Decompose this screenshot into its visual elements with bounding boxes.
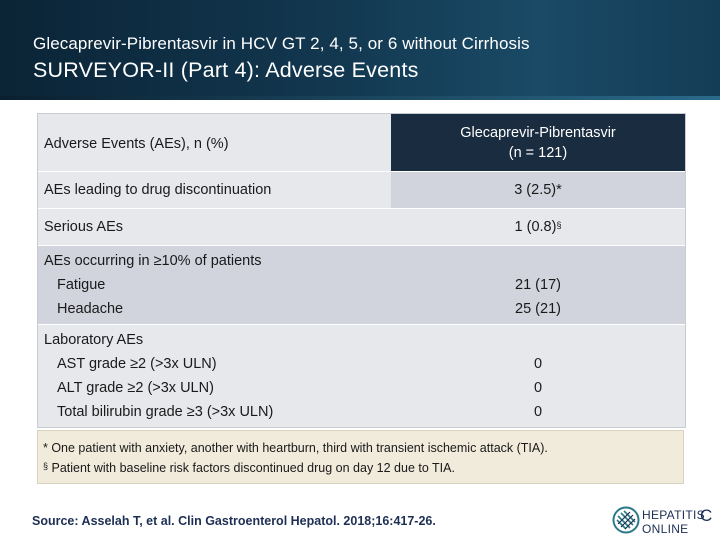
sub-row-value: 0 (533, 356, 543, 372)
logo-letter: C (700, 506, 713, 525)
table-header-right: Glecaprevir-Pibrentasvir (n = 121) (391, 114, 685, 171)
sub-row-label: ALT grade ≥2 (>3x ULN) (57, 380, 214, 396)
sub-row-label: Fatigue (57, 277, 106, 293)
sub-row-label: Headache (57, 301, 124, 317)
table-header-row: Adverse Events (AEs), n (%) Glecaprevir-… (38, 114, 685, 172)
logo-line-1: HEPATITIS (642, 508, 705, 522)
slide-title: SURVEYOR-II (Part 4): Adverse Events (33, 58, 419, 82)
table-header-left: Adverse Events (AEs), n (%) (38, 114, 391, 171)
sub-row-label: AST grade ≥2 (>3x ULN) (57, 356, 217, 372)
sub-row-value: 21 (17) (515, 277, 561, 293)
table-header-n: (n = 121) (508, 145, 568, 161)
table-row: AEs leading to drug discontinuation 3 (2… (38, 172, 685, 209)
row-label: AEs occurring in ≥10% of patients (44, 253, 262, 269)
row-label: AEs leading to drug discontinuation (44, 182, 272, 198)
adverse-events-table: Adverse Events (AEs), n (%) Glecaprevir-… (37, 113, 686, 428)
row-label: Laboratory AEs (44, 332, 144, 348)
table-row: AEs occurring in ≥10% of patients Fatigu… (38, 246, 685, 325)
row-value: 1 (0.8)§ (514, 219, 562, 235)
sub-row-value: 0 (533, 380, 543, 396)
footnote-1: * One patient with anxiety, another with… (43, 441, 548, 455)
footnotes-box: * One patient with anxiety, another with… (37, 430, 684, 484)
row-label: Serious AEs (44, 219, 123, 235)
hepatitis-c-online-logo-icon (612, 506, 640, 534)
sub-row-label: Total bilirubin grade ≥3 (>3x ULN) (57, 404, 274, 420)
footnote-2: § Patient with baseline risk factors dis… (43, 461, 455, 475)
table-row: Serious AEs 1 (0.8)§ (38, 209, 685, 246)
sub-row-value: 0 (533, 404, 543, 420)
source-citation: Source: Asselah T, et al. Clin Gastroent… (32, 514, 436, 528)
sub-row-value: 25 (21) (515, 301, 561, 317)
logo-line-2: ONLINE (642, 522, 689, 536)
slide-header: Glecaprevir-Pibrentasvir in HCV GT 2, 4,… (0, 0, 720, 100)
hepatitis-c-online-logo: HEPATITIS ONLINE C (612, 504, 716, 536)
table-header-left-label: Adverse Events (AEs), n (%) (44, 136, 229, 152)
table-row: Laboratory AEs AST grade ≥2 (>3x ULN) AL… (38, 325, 685, 427)
table-header-drug: Glecaprevir-Pibrentasvir (460, 125, 616, 141)
slide-subtitle: Glecaprevir-Pibrentasvir in HCV GT 2, 4,… (33, 34, 530, 53)
section-footnote-mark: § (43, 461, 49, 471)
section-footnote-mark: § (556, 220, 562, 230)
row-value: 3 (2.5)* (514, 182, 562, 198)
